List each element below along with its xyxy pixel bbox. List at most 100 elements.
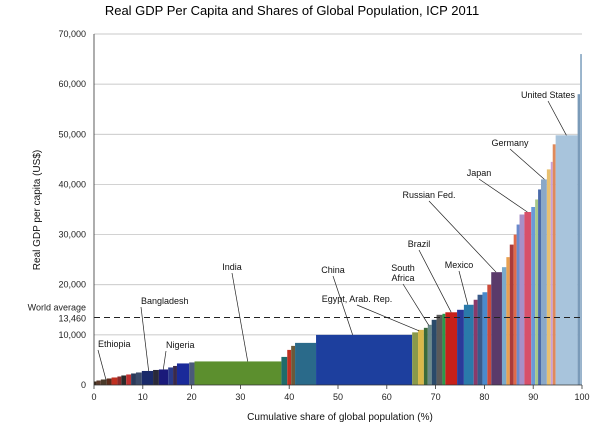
- y-tick-label: 20,000: [58, 280, 86, 290]
- bar: [141, 370, 154, 385]
- bar: [126, 374, 132, 385]
- bar: [189, 362, 195, 385]
- bar: [168, 367, 174, 385]
- y-axis-label: Real GDP per capita (US$): [32, 150, 43, 270]
- bar: [531, 206, 536, 385]
- bar: [487, 284, 492, 385]
- x-axis-label: Cumulative share of global population (%…: [247, 412, 433, 423]
- y-tick-label: 30,000: [58, 230, 86, 240]
- annotation-leader: [97, 349, 107, 381]
- annotation-label: Egypt, Arab. Rep.: [322, 294, 393, 304]
- gridlines: [94, 33, 582, 336]
- bar: [423, 327, 428, 385]
- annotation-label: India: [222, 262, 242, 272]
- bar: [153, 369, 159, 385]
- bar: [158, 369, 169, 385]
- axes: 0 10,000 20,000 30,000 40,000 50,000 60,000 70,…: [58, 29, 589, 402]
- annotation-leader: [402, 283, 430, 326]
- bar: [442, 313, 446, 385]
- bar: [295, 342, 317, 385]
- bar: [121, 375, 127, 385]
- bar: [555, 135, 578, 385]
- bar: [477, 294, 483, 385]
- x-tick-label: 70: [431, 392, 441, 402]
- bar: [550, 161, 553, 385]
- x-tick-label: 20: [187, 392, 197, 402]
- annotation-leader: [509, 148, 545, 180]
- bars: [94, 54, 582, 386]
- bar: [516, 224, 520, 385]
- bar: [291, 345, 296, 385]
- y-tick-label: 70,000: [58, 29, 86, 39]
- annotation-leader: [458, 270, 469, 305]
- bar: [412, 332, 419, 385]
- bar: [482, 292, 488, 385]
- bar: [506, 257, 510, 385]
- annotation-label: Brazil: [408, 239, 431, 249]
- bar: [580, 54, 582, 386]
- annotation-leader: [231, 272, 249, 362]
- y-tick-label: 60,000: [58, 79, 86, 89]
- annotation-leader: [356, 304, 420, 332]
- bar: [281, 356, 288, 385]
- bar: [287, 349, 292, 385]
- x-tick-label: 0: [91, 392, 96, 402]
- bar: [457, 309, 464, 385]
- annotation-label: Russian Fed.: [402, 190, 455, 200]
- annotation-leader: [162, 350, 167, 370]
- chart-title: Real GDP Per Capita and Shares of Global…: [105, 3, 479, 18]
- annotation-label: Germany: [491, 138, 529, 148]
- annotation-label: Bangladesh: [141, 296, 189, 306]
- bar: [131, 373, 136, 385]
- bar: [100, 379, 107, 385]
- bar: [96, 380, 101, 385]
- annotation-label: Nigeria: [166, 340, 195, 350]
- x-tick-label: 10: [138, 392, 148, 402]
- world-average-label: World average: [28, 303, 86, 313]
- annotation-label: United States: [521, 90, 576, 100]
- bar: [491, 272, 502, 385]
- x-tick-label: 60: [382, 392, 392, 402]
- bar: [513, 234, 517, 385]
- annotation-leader: [140, 306, 150, 372]
- annotation-leader: [428, 200, 497, 273]
- x-tick-label: 40: [284, 392, 294, 402]
- y-tick-label: 0: [81, 380, 86, 390]
- annotation-leader: [478, 178, 528, 213]
- bar: [546, 169, 551, 385]
- bar: [509, 244, 514, 385]
- bar: [541, 179, 547, 385]
- x-tick-label: 100: [574, 392, 589, 402]
- bar: [445, 312, 458, 385]
- bar: [535, 199, 539, 385]
- y-tick-label: 50,000: [58, 129, 86, 139]
- annotation-label: Mexico: [445, 260, 474, 270]
- bar: [577, 94, 581, 386]
- bar: [463, 304, 474, 385]
- x-tick-label: 90: [528, 392, 538, 402]
- bar: [519, 214, 525, 385]
- annotation-leader: [418, 249, 452, 313]
- bar: [176, 363, 190, 385]
- x-tick-label: 80: [479, 392, 489, 402]
- bar: [194, 361, 282, 385]
- y-tick-label: 10,000: [58, 330, 86, 340]
- world-average-value: 13,460: [58, 314, 86, 324]
- annotation-label: China: [321, 265, 345, 275]
- bar: [427, 324, 432, 385]
- annotation-leader: [332, 275, 353, 335]
- annotation-label: Japan: [467, 168, 492, 178]
- bar: [552, 144, 556, 385]
- y-tick-label: 40,000: [58, 179, 86, 189]
- bar: [524, 212, 532, 385]
- bar: [117, 376, 122, 385]
- bar: [94, 381, 97, 385]
- bar: [436, 314, 443, 385]
- x-tick-label: 50: [333, 392, 343, 402]
- bar: [538, 189, 542, 385]
- bar: [111, 377, 118, 385]
- bar: [501, 267, 507, 385]
- bar: [473, 299, 478, 385]
